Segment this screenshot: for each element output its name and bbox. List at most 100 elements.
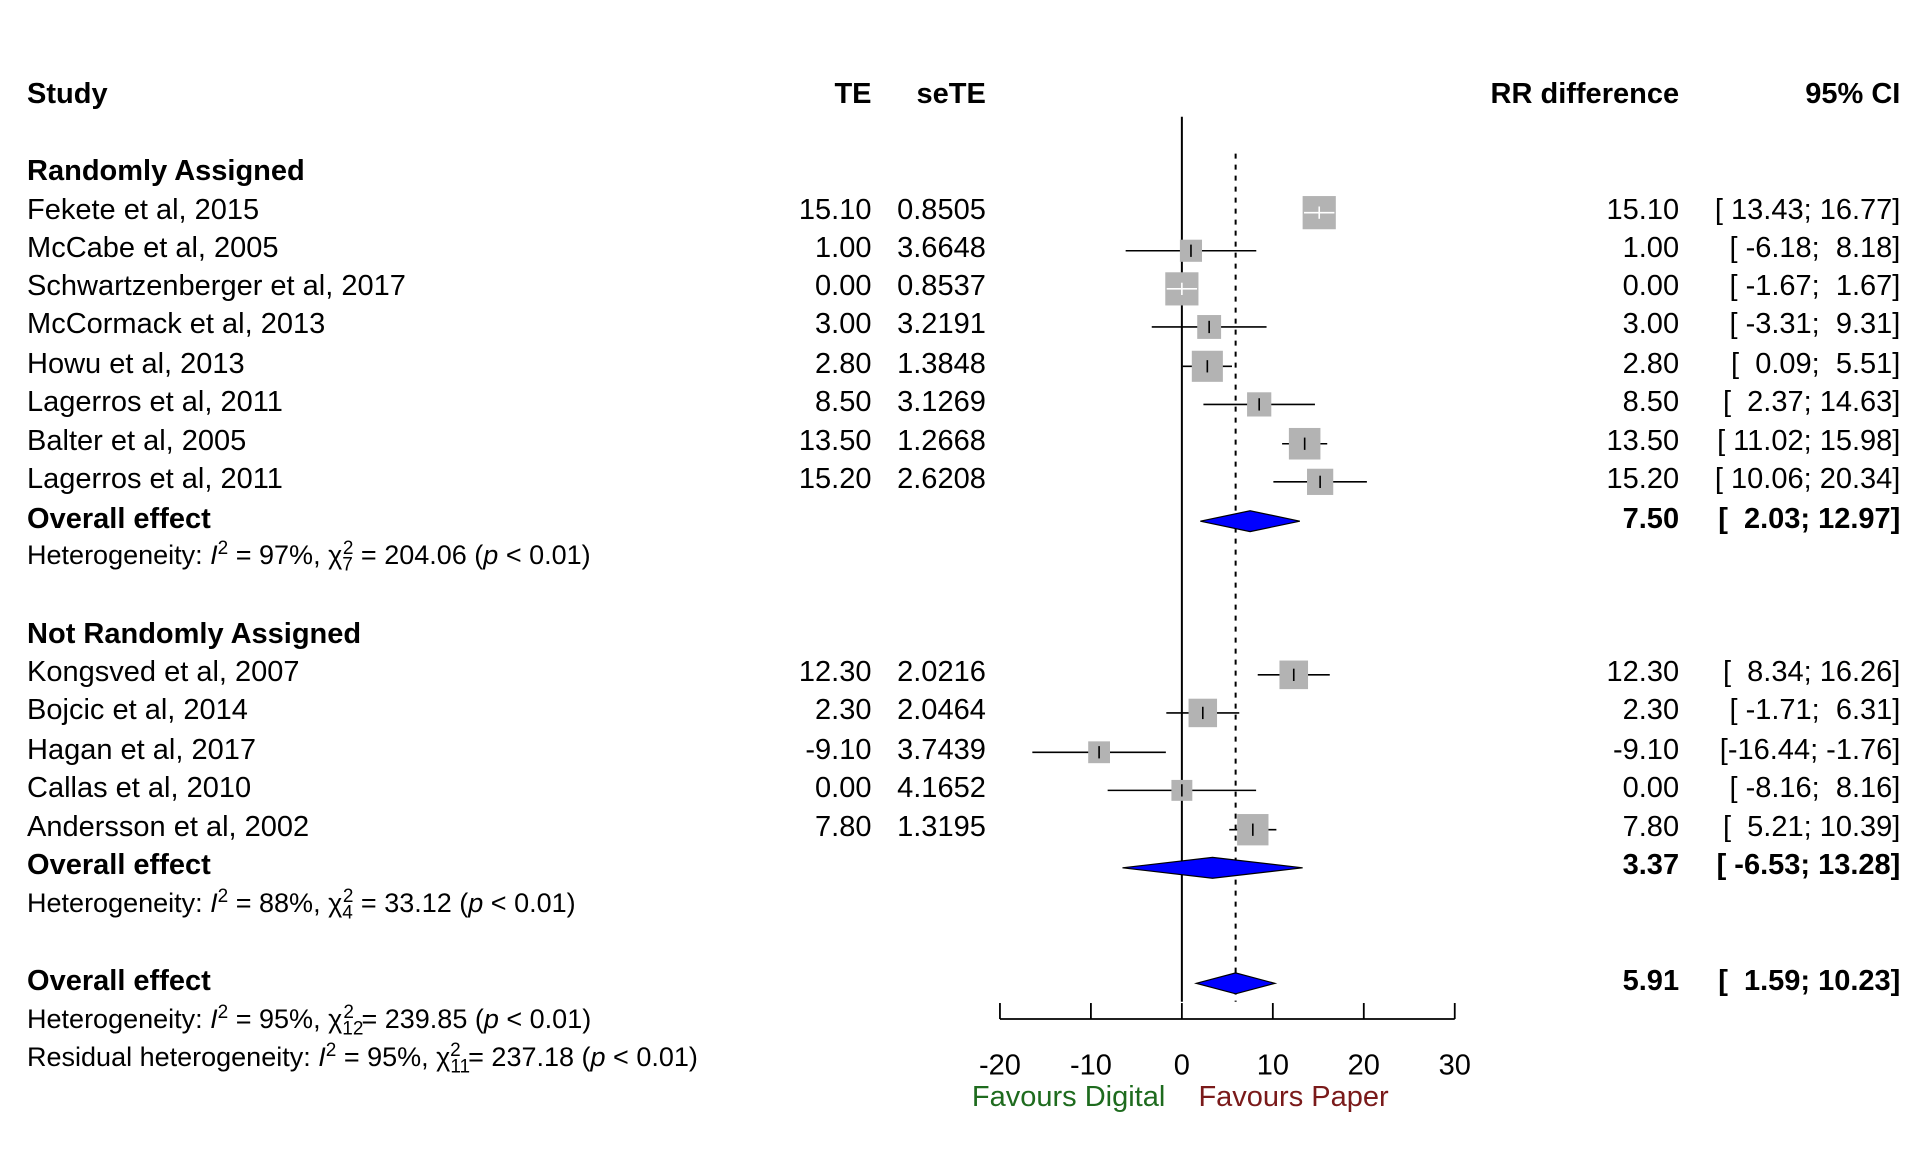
x-tick-label: -10 [1070,1049,1112,1081]
study-name: McCormack et al, 2013 [27,308,326,341]
subgroup-heterogeneity-0-p-close: ) [581,540,591,571]
subgroup-heterogeneity-1-chi-power: 2 [342,886,354,908]
header-te: TE [834,78,872,111]
subgroup-heterogeneity-1-chi-symbol: , χ [313,888,343,919]
study-te: 2.30 [815,694,872,727]
subgroup-heterogeneity-0-i2: 97% [259,540,314,571]
subgroup-heterogeneity-1-p-lt: < [483,888,515,919]
residual-heterogeneity-chi-power: 2 [450,1039,461,1061]
subgroup-heterogeneity-0-chi-power: 2 [342,538,354,560]
subgroup-heterogeneity-0-df: 7 [342,554,353,576]
study-ci: [-16.44; -1.76] [1719,733,1901,766]
subgroup-overall-ci: [ 2.03; 12.97] [1718,502,1901,535]
subgroup-heterogeneity-1-i2-power: 2 [217,886,229,908]
residual-heterogeneity-p-lt: < [605,1041,637,1072]
subgroup-diamond-1 [1122,856,1303,879]
study-te: -9.10 [805,733,872,766]
overall-heterogeneity-chi-symbol: , χ [313,1003,343,1034]
study-sete: 3.2191 [897,308,986,341]
study-ci: [ 10.06; 20.34] [1714,463,1901,496]
subgroup-overall-label: Overall effect [27,502,211,535]
overall-heterogeneity-p: 0.01 [529,1003,583,1034]
subgroup-heterogeneity-1-p: 0.01 [514,888,567,919]
overall-heterogeneity-p-symbol: p [483,1003,499,1034]
overall-heterogeneity-chi-power: 2 [343,1001,354,1023]
study-ci: [ 5.21; 10.39] [1722,811,1901,844]
study-rr: 8.50 [1622,385,1680,418]
residual-heterogeneity-i-symbol: I [318,1041,326,1072]
study-name: Andersson et al, 2002 [27,811,310,844]
study-te: 8.50 [815,385,872,418]
study-rr: -9.10 [1612,733,1680,766]
study-te: 12.30 [798,656,872,689]
study-name: Bojcic et al, 2014 [27,694,248,727]
subgroup-heterogeneity-1: Heterogeneity: I2 = 88%, χ42 = 33.12 (p … [27,886,576,922]
header-study: Study [27,78,108,111]
study-rr: 13.50 [1606,425,1680,458]
study-ci: [ -6.18; 8.18] [1729,232,1901,265]
study-name: Lagerros et al, 2011 [27,385,283,418]
study-sete: 0.8505 [897,193,986,226]
study-rr: 12.30 [1606,656,1680,689]
x-tick-label: 10 [1257,1049,1289,1081]
group-label-1: Not Randomly Assigned [27,618,362,651]
favours-right-label: Favours Paper [1198,1081,1389,1114]
study-rr: 0.00 [1622,771,1680,804]
study-name: Balter et al, 2005 [27,425,247,458]
study-te: 0.00 [815,771,872,804]
subgroup-heterogeneity-1-df: 4 [342,902,353,924]
subgroup-heterogeneity-1-p-open: ( [451,888,469,919]
study-ci: [ -1.71; 6.31] [1729,694,1901,727]
study-te: 2.80 [815,347,872,380]
residual-heterogeneity-p-open: ( [574,1041,591,1072]
study-ci: [ 8.34; 16.26] [1722,656,1901,689]
subgroup-heterogeneity-0-chi2: 204.06 [384,540,467,571]
study-rr: 7.80 [1622,811,1680,844]
subgroup-heterogeneity-0-p: 0.01 [529,540,582,571]
x-tick-label: 30 [1439,1049,1471,1081]
favours-left-label: Favours Digital [971,1081,1166,1114]
study-sete: 1.2668 [897,425,986,458]
header-sete: seTE [916,78,986,111]
overall-heterogeneity-p-lt: < [498,1003,530,1034]
overall-heterogeneity: Heterogeneity: I2 = 95%, χ122 = 239.85 (… [27,1001,592,1038]
subgroup-overall-rr: 7.50 [1622,502,1680,535]
group-label-0: Randomly Assigned [27,154,305,187]
study-name: Schwartzenberger et al, 2017 [27,270,406,303]
study-rr: 1.00 [1622,232,1680,265]
subgroup-heterogeneity-0-i2-power: 2 [217,538,229,560]
overall-rr: 5.91 [1622,964,1680,997]
study-sete: 3.6648 [897,232,986,265]
subgroup-overall-rr: 3.37 [1622,849,1680,882]
residual-heterogeneity-chi-symbol: , χ [421,1041,451,1072]
study-rr: 15.10 [1606,193,1680,226]
subgroup-heterogeneity-0-p-lt: < [498,540,530,571]
residual-heterogeneity-p: 0.01 [636,1041,689,1072]
subgroup-heterogeneity-1-i-symbol: I [210,888,218,919]
overall-heterogeneity-prefix: Heterogeneity: [27,1003,211,1034]
subgroup-heterogeneity-0-p-open: ( [466,540,484,571]
header-ci: 95% CI [1805,78,1901,111]
study-te: 15.20 [798,463,872,496]
subgroup-heterogeneity-0-eq2: = [353,540,385,571]
residual-heterogeneity-eq1: = [336,1041,368,1072]
study-te: 7.80 [815,811,872,844]
residual-heterogeneity-p-symbol: p [590,1041,606,1072]
overall-heterogeneity-eq1: = [228,1003,260,1034]
study-rr: 0.00 [1622,270,1680,303]
study-name: Kongsved et al, 2007 [27,656,300,689]
study-ci: [ -3.31; 9.31] [1729,308,1901,341]
subgroup-heterogeneity-1-eq2: = [353,888,385,919]
study-rr: 2.80 [1622,347,1680,380]
subgroup-overall-label: Overall effect [27,849,211,882]
residual-heterogeneity: Residual heterogeneity: I2 = 95%, χ112 =… [27,1039,698,1076]
overall-heterogeneity-p-close: ) [582,1003,592,1034]
study-ci: [ -1.67; 1.67] [1729,270,1901,303]
overall-ci: [ 1.59; 10.23] [1718,964,1901,997]
overall-heterogeneity-eq2: = [353,1003,385,1034]
x-tick-label: 20 [1348,1049,1380,1081]
study-te: 13.50 [798,425,872,458]
study-name: Hagan et al, 2017 [27,733,256,766]
study-sete: 0.8537 [897,270,986,303]
subgroup-heterogeneity-0-i-symbol: I [210,540,218,571]
